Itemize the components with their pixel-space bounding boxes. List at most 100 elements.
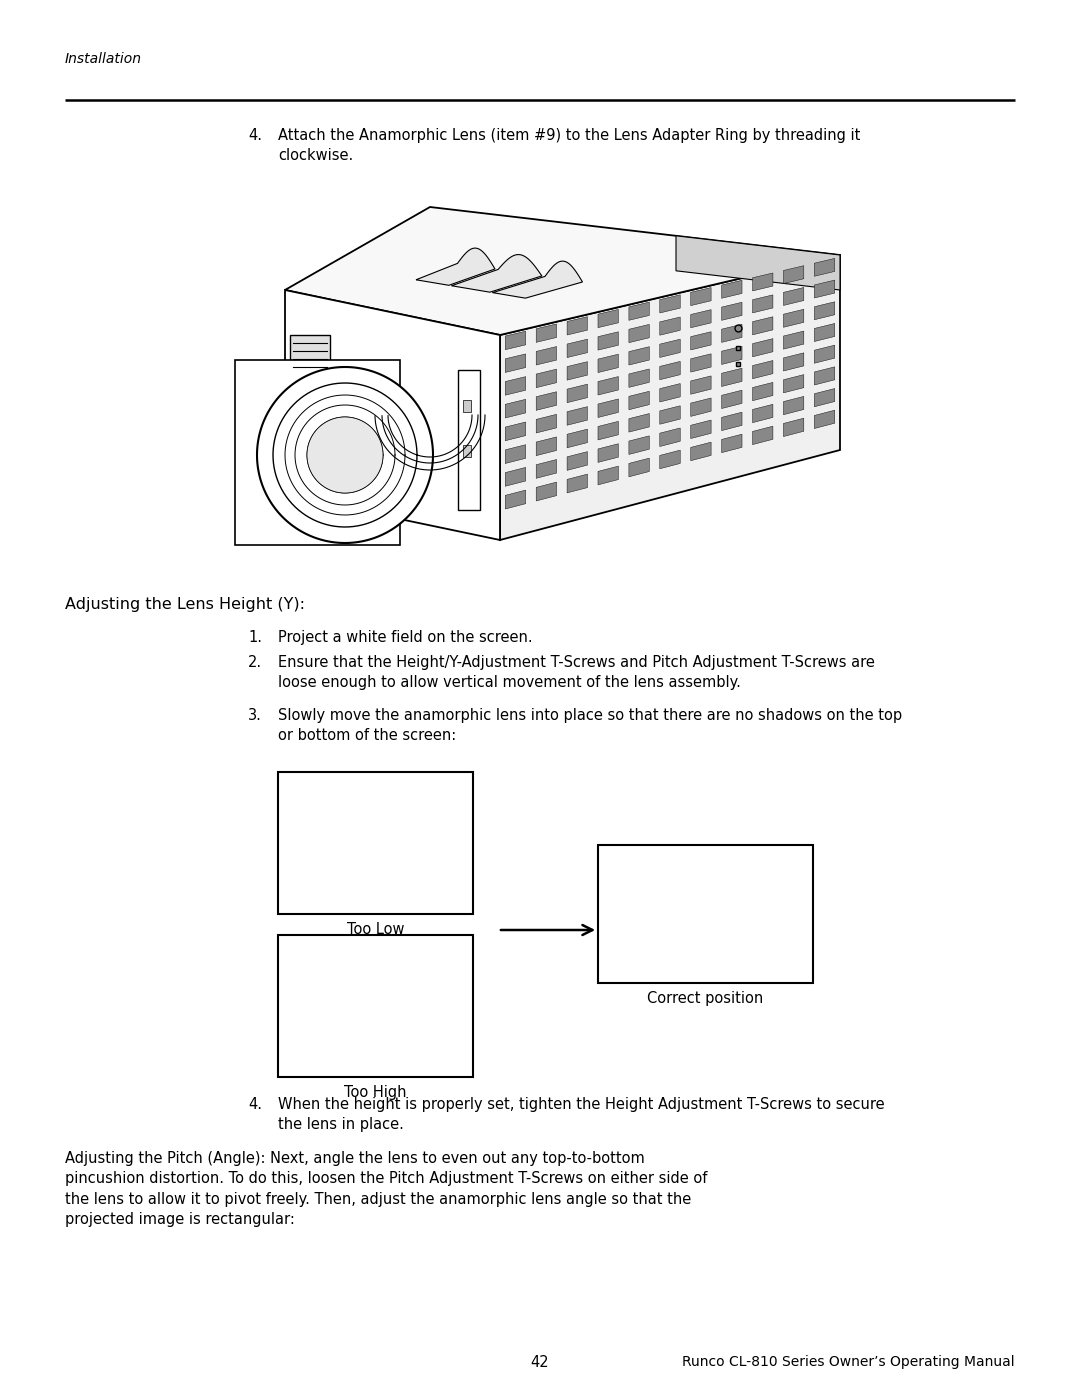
Text: 42: 42 (530, 1355, 550, 1370)
Polygon shape (567, 407, 588, 425)
Polygon shape (307, 416, 383, 493)
Text: Attach the Anamorphic Lens (item #9) to the Lens Adapter Ring by threading it
cl: Attach the Anamorphic Lens (item #9) to … (278, 129, 861, 163)
Text: Slowly move the anamorphic lens into place so that there are no shadows on the t: Slowly move the anamorphic lens into pla… (278, 708, 902, 743)
Polygon shape (536, 415, 556, 433)
Polygon shape (285, 207, 840, 335)
Polygon shape (451, 254, 542, 292)
Polygon shape (536, 391, 556, 411)
Polygon shape (783, 309, 804, 327)
Polygon shape (676, 236, 840, 291)
Polygon shape (721, 281, 742, 299)
Polygon shape (753, 404, 773, 423)
Text: 1.: 1. (248, 630, 262, 645)
Polygon shape (691, 398, 711, 416)
Polygon shape (598, 309, 619, 328)
Polygon shape (814, 302, 835, 320)
Polygon shape (416, 249, 495, 285)
Polygon shape (721, 324, 742, 342)
Polygon shape (567, 339, 588, 358)
Polygon shape (598, 355, 619, 373)
Polygon shape (257, 367, 433, 543)
Polygon shape (691, 376, 711, 394)
Polygon shape (783, 265, 804, 284)
Polygon shape (753, 317, 773, 335)
Polygon shape (660, 339, 680, 358)
Polygon shape (783, 397, 804, 415)
Polygon shape (598, 331, 619, 351)
Bar (278, 935, 473, 1077)
Polygon shape (505, 444, 526, 464)
Polygon shape (660, 384, 680, 402)
Bar (278, 773, 473, 914)
Bar (463, 446, 471, 457)
Text: Adjusting the Lens Height (Y):: Adjusting the Lens Height (Y): (65, 597, 305, 612)
Polygon shape (691, 443, 711, 461)
Polygon shape (629, 302, 649, 320)
Polygon shape (783, 374, 804, 393)
Text: 4.: 4. (248, 129, 262, 142)
Text: Installation: Installation (65, 52, 141, 66)
Polygon shape (505, 331, 526, 349)
Polygon shape (783, 288, 804, 306)
Polygon shape (629, 458, 649, 476)
Bar (458, 370, 480, 510)
Polygon shape (567, 317, 588, 335)
Polygon shape (567, 429, 588, 448)
Polygon shape (783, 418, 804, 437)
Polygon shape (629, 414, 649, 432)
Text: 4.: 4. (248, 1097, 262, 1112)
Polygon shape (753, 272, 773, 291)
Polygon shape (500, 256, 840, 541)
Text: Runco CL-810 Series Owner’s Operating Manual: Runco CL-810 Series Owner’s Operating Ma… (683, 1355, 1015, 1369)
Polygon shape (629, 391, 649, 409)
Text: Project a white field on the screen.: Project a white field on the screen. (278, 630, 532, 645)
Polygon shape (492, 261, 582, 298)
Polygon shape (783, 331, 804, 349)
Polygon shape (660, 295, 680, 313)
Polygon shape (691, 288, 711, 306)
Polygon shape (691, 331, 711, 349)
Polygon shape (783, 353, 804, 372)
Polygon shape (814, 388, 835, 407)
Polygon shape (721, 346, 742, 365)
Bar (598, 845, 813, 983)
Polygon shape (721, 412, 742, 430)
Text: Too High: Too High (345, 1085, 407, 1099)
Polygon shape (814, 411, 835, 429)
Polygon shape (285, 291, 500, 541)
Polygon shape (567, 362, 588, 380)
Polygon shape (505, 490, 526, 509)
Polygon shape (598, 422, 619, 440)
Polygon shape (721, 302, 742, 320)
Bar (235, 360, 400, 545)
Polygon shape (536, 437, 556, 455)
Polygon shape (567, 384, 588, 402)
Polygon shape (660, 362, 680, 380)
Text: 3.: 3. (248, 708, 261, 724)
Polygon shape (753, 360, 773, 379)
Polygon shape (691, 353, 711, 372)
Polygon shape (598, 467, 619, 485)
Text: Correct position: Correct position (647, 990, 764, 1006)
Polygon shape (536, 482, 556, 502)
Polygon shape (629, 346, 649, 365)
Polygon shape (660, 317, 680, 335)
Polygon shape (505, 422, 526, 440)
Polygon shape (598, 377, 619, 395)
Polygon shape (536, 346, 556, 365)
Text: Too Low: Too Low (347, 922, 404, 937)
Polygon shape (536, 369, 556, 388)
Polygon shape (691, 420, 711, 439)
Polygon shape (753, 338, 773, 356)
Text: Ensure that the Height/Y-Adjustment T-Screws and Pitch Adjustment T-Screws are
l: Ensure that the Height/Y-Adjustment T-Sc… (278, 655, 875, 690)
Text: When the height is properly set, tighten the Height Adjustment T-Screws to secur: When the height is properly set, tighten… (278, 1097, 885, 1133)
Polygon shape (814, 279, 835, 298)
Polygon shape (814, 367, 835, 386)
Text: Adjusting the Pitch (Angle): Next, angle the lens to even out any top-to-bottom
: Adjusting the Pitch (Angle): Next, angle… (65, 1151, 707, 1227)
Bar (291, 335, 330, 380)
Polygon shape (691, 310, 711, 328)
Polygon shape (814, 324, 835, 341)
Polygon shape (598, 400, 619, 418)
Polygon shape (753, 383, 773, 401)
Polygon shape (505, 468, 526, 486)
